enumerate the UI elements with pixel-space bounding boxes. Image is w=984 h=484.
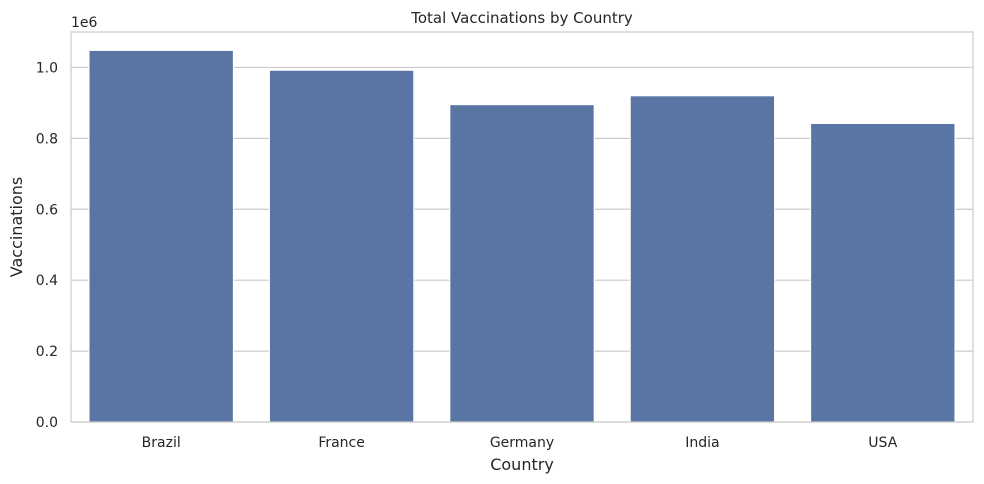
x-tick-label: Germany — [490, 435, 554, 451]
y-tick-label: 0.8 — [36, 131, 58, 147]
y-tick-labels: 0.0 0.2 0.4 0.6 0.8 1.0 — [36, 60, 58, 431]
bar-france — [268, 69, 415, 423]
y-tick-label: 0.2 — [36, 344, 58, 360]
y-axis-offset-label: 1e6 — [71, 15, 98, 31]
y-tick-label: 0.4 — [36, 273, 58, 289]
x-tick-labels: Brazil France Germany India USA — [142, 435, 898, 451]
plot-frame — [70, 31, 974, 423]
x-axis-label: Country — [490, 455, 554, 474]
bars — [88, 49, 956, 423]
bar-india — [629, 95, 776, 423]
chart-title: Total Vaccinations by Country — [410, 9, 633, 27]
x-tick-label: Brazil — [142, 435, 181, 451]
x-tick-label: France — [318, 435, 365, 451]
y-tick-label: 1.0 — [36, 60, 58, 76]
x-tick-label: India — [685, 435, 719, 451]
bar-brazil — [88, 49, 234, 423]
y-tick-label: 0.6 — [36, 202, 58, 218]
bar-usa — [810, 122, 956, 423]
bar-germany — [449, 104, 595, 423]
x-tick-label: USA — [868, 435, 897, 451]
y-tick-label: 0.0 — [36, 415, 58, 431]
y-axis-label: Vaccinations — [7, 177, 26, 277]
